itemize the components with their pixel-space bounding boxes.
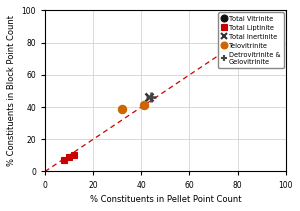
X-axis label: % Constituents in Pellet Point Count: % Constituents in Pellet Point Count	[90, 195, 241, 204]
Legend: Total Vitrinite, Total Liptinite, Total Inertinite, Telovitrinite, Detrovitrinit: Total Vitrinite, Total Liptinite, Total …	[218, 12, 284, 68]
Y-axis label: % Constituents in Block Point Count: % Constituents in Block Point Count	[7, 15, 16, 166]
